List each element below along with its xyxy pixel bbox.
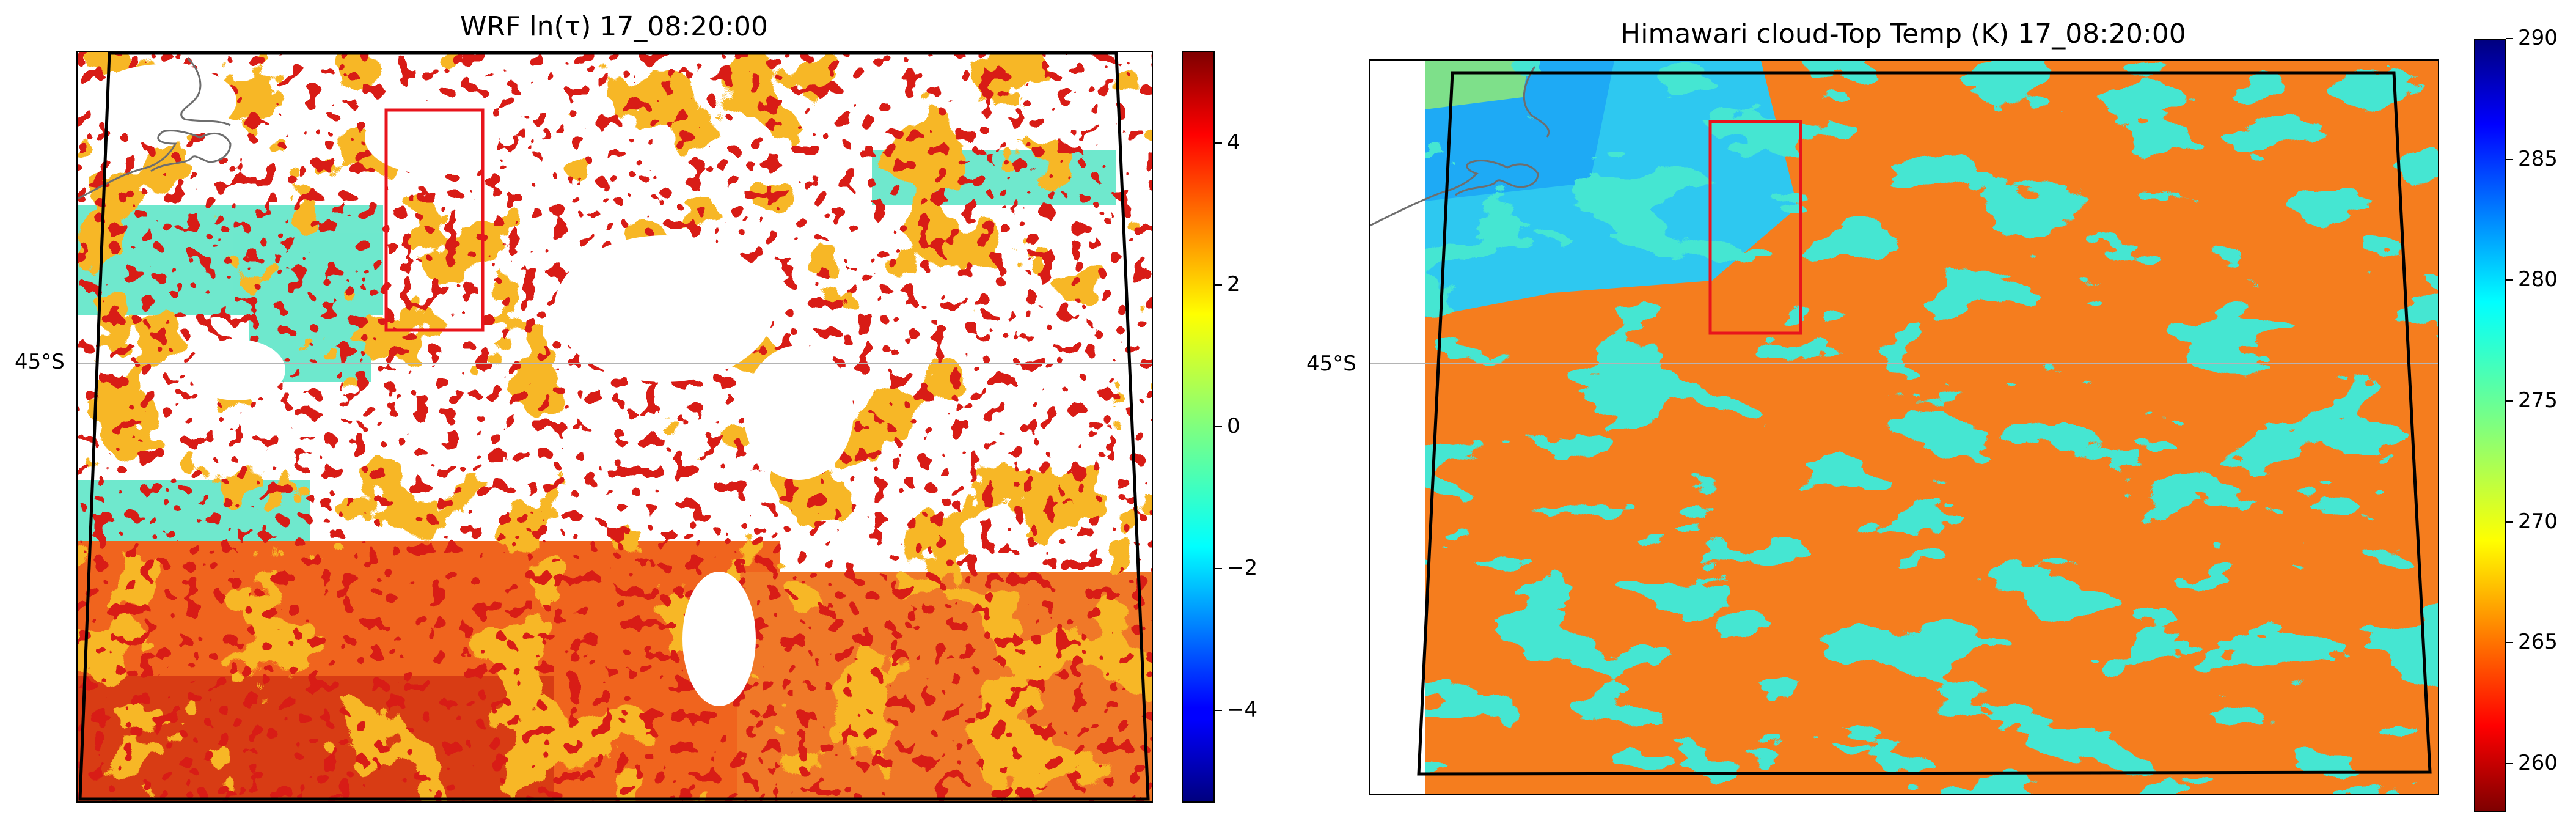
colorbar-tick-label: 280	[2518, 267, 2558, 292]
left-domain-outline	[78, 52, 1150, 801]
colorbar-tick	[1215, 284, 1222, 286]
colorbar-tick	[1215, 142, 1222, 144]
colorbar-tick	[1215, 426, 1222, 427]
right-nodata-strip	[1370, 61, 1425, 794]
colorbar-tick-label: −4	[1227, 698, 1258, 723]
left-map	[76, 51, 1153, 803]
left-coastline	[78, 57, 232, 200]
right-cloud-streaks	[1370, 61, 2438, 794]
left-colorbar	[1182, 51, 1215, 803]
colorbar-tick	[2506, 521, 2513, 523]
right-subregion-box	[1708, 120, 1802, 335]
colorbar-tick	[2506, 762, 2513, 764]
colorbar-tick-label: 270	[2518, 509, 2558, 534]
left-cloud-cores	[78, 52, 1152, 801]
colorbar-tick-label: −2	[1227, 556, 1258, 581]
right-domain-outline	[1417, 71, 2432, 776]
colorbar-tick	[2506, 38, 2513, 39]
left-subregion-box	[384, 108, 485, 332]
colorbar-tick	[2506, 279, 2513, 281]
right-latitude-label: 45°S	[1306, 352, 1356, 376]
colorbar-tick-label: 265	[2518, 630, 2558, 655]
right-colorbar	[2474, 39, 2506, 812]
colorbar-tick-label: 275	[2518, 388, 2558, 413]
right-coastline	[1370, 66, 1550, 227]
right-map	[1369, 59, 2439, 795]
colorbar-tick-label: 290	[2518, 26, 2558, 50]
right-map-svg	[1370, 61, 2438, 794]
left-clear-gaps	[90, 64, 854, 706]
left-map-svg	[78, 52, 1152, 801]
left-panel-title: WRF ln(τ) 17_08:20:00	[460, 11, 768, 42]
right-panel-title: Himawari cloud-Top Temp (K) 17_08:20:00	[1620, 18, 2186, 50]
colorbar-tick	[2506, 642, 2513, 644]
colorbar-tick	[1215, 568, 1222, 570]
colorbar-tick	[2506, 158, 2513, 160]
colorbar-tick-label: 285	[2518, 146, 2558, 171]
left-latitude-label: 45°S	[15, 350, 65, 374]
colorbar-tick-label: 260	[2518, 750, 2558, 775]
colorbar-tick	[2506, 400, 2513, 402]
colorbar-tick-label: 4	[1227, 130, 1240, 155]
colorbar-tick-label: 0	[1227, 414, 1240, 438]
colorbar-tick-label: 2	[1227, 271, 1240, 297]
colorbar-tick	[1215, 710, 1222, 712]
